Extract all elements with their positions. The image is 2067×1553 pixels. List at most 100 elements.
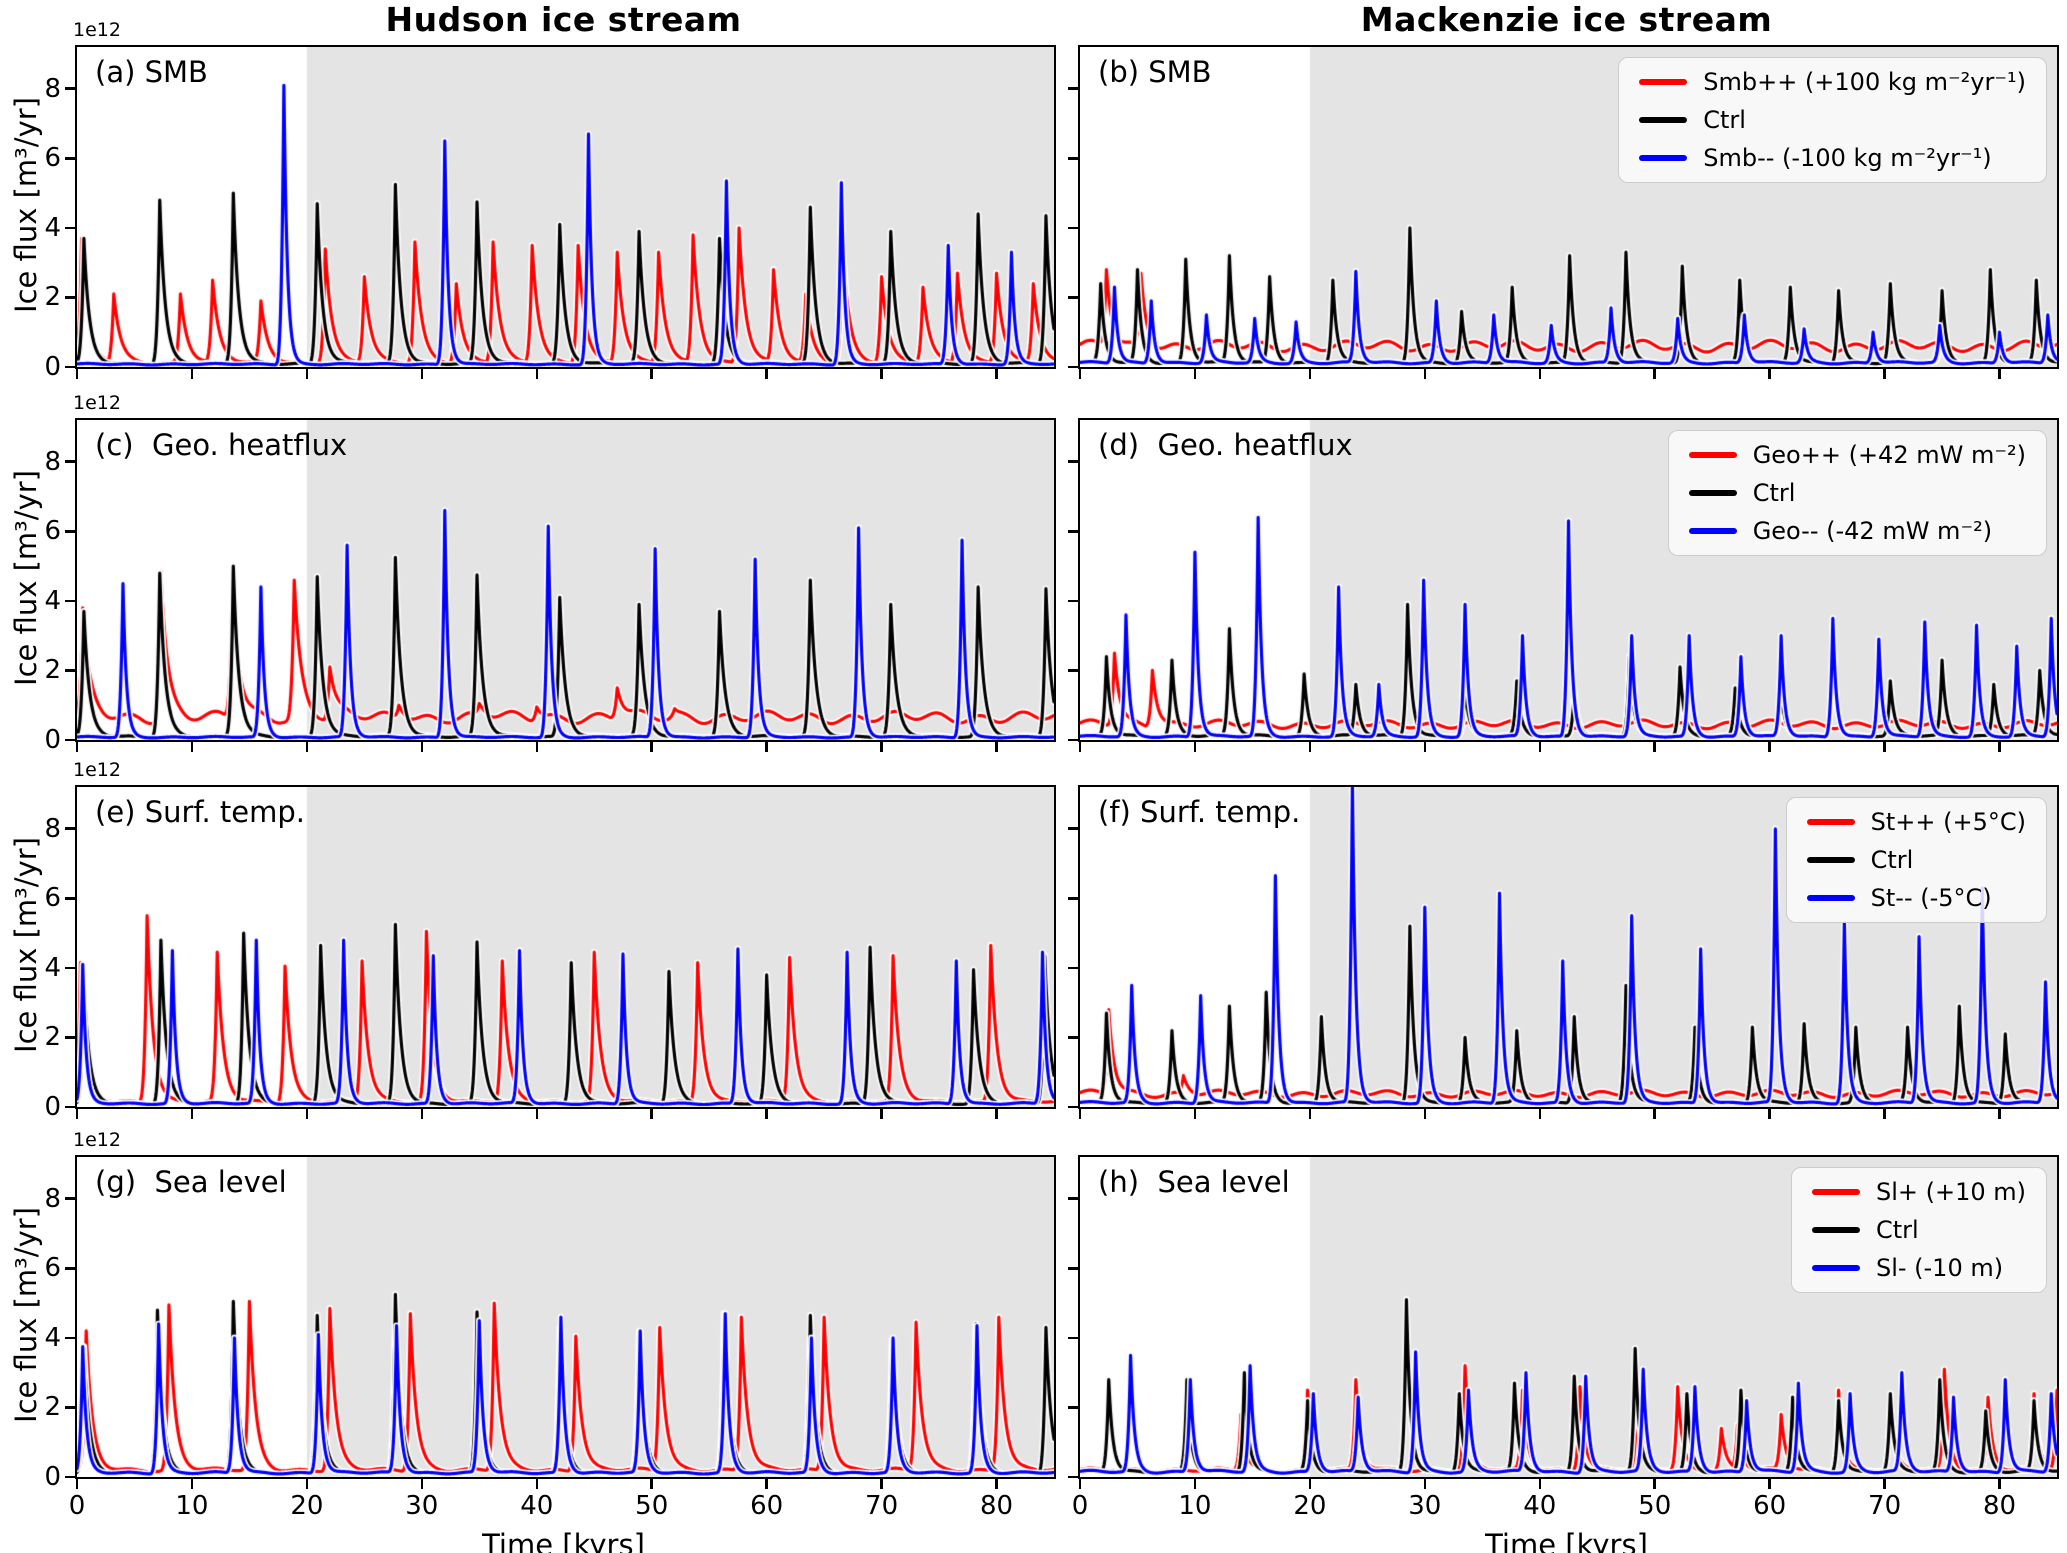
- y-tick-mark: [65, 738, 75, 742]
- column-title-mackenzie: Mackenzie ice stream: [1360, 0, 1773, 39]
- x-tick-mark: [535, 369, 538, 379]
- y-tick-mark: [1068, 1475, 1078, 1479]
- x-tick-label: 70: [1868, 1491, 1902, 1521]
- y-tick-label: 4: [44, 952, 61, 983]
- y-tick-label: 6: [44, 883, 61, 914]
- x-tick-mark: [650, 742, 653, 752]
- x-tick-label: 50: [635, 1491, 669, 1521]
- x-tick-mark: [1768, 1479, 1771, 1489]
- legend-label: Sl- (-10 m): [1875, 1254, 2004, 1282]
- y-tick-mark: [65, 460, 75, 463]
- panel-label-g: (g) Sea level: [95, 1165, 287, 1199]
- legend-label: Ctrl: [1752, 479, 1796, 507]
- legend-entry: St-- (-5°C): [1806, 884, 2026, 912]
- legend-label: Ctrl: [1870, 846, 1914, 874]
- panel-c-plot-canvas: [77, 420, 1054, 740]
- x-tick-label: 0: [1071, 1491, 1089, 1521]
- y-axis-label-text: Ice flux [m³/yr]: [9, 1207, 44, 1423]
- y-tick-label: 8: [44, 813, 61, 844]
- legend-swatch-black: [1811, 1227, 1860, 1233]
- y-tick-mark: [65, 669, 75, 672]
- x-tick-mark: [420, 1479, 424, 1489]
- x-tick-mark: [1193, 1479, 1197, 1489]
- x-tick-mark: [1193, 742, 1197, 752]
- x-tick-label: 10: [1178, 1491, 1212, 1521]
- legend-entry: Smb++ (+100 kg m⁻²yr⁻¹): [1639, 68, 2026, 96]
- x-tick-mark: [420, 742, 424, 752]
- x-tick-mark: [305, 369, 309, 379]
- y-axis-label-text: Ice flux [m³/yr]: [9, 837, 44, 1053]
- panel-b-smb-mackenzie: (b) SMB Smb++ (+100 kg m⁻²yr⁻¹) Ctrl Smb…: [1068, 45, 2059, 379]
- x-tick-mark: [305, 1109, 309, 1119]
- x-tick-mark: [190, 742, 194, 752]
- legend-smb: Smb++ (+100 kg m⁻²yr⁻¹) Ctrl Smb-- (-100…: [1618, 57, 2047, 183]
- y-tick-mark: [1068, 1036, 1078, 1039]
- y-tick-label: 8: [44, 1183, 61, 1214]
- x-tick-mark: [1308, 742, 1312, 752]
- legend-entry: Geo++ (+42 mW m⁻²): [1688, 441, 2026, 469]
- y-offset-text: 1e12: [73, 392, 121, 414]
- y-tick-label: 2: [44, 655, 61, 686]
- x-tick-mark: [535, 742, 538, 752]
- panel-label-h: (h) Sea level: [1098, 1165, 1290, 1199]
- y-tick-mark: [65, 226, 75, 230]
- legend-swatch-red: [1639, 79, 1688, 85]
- x-tick-mark: [75, 1109, 79, 1119]
- x-tick-mark: [880, 1109, 883, 1119]
- x-tick-mark: [1998, 369, 2001, 379]
- y-tick-mark: [1068, 460, 1078, 463]
- legend-entry: Sl+ (+10 m): [1811, 1178, 2026, 1206]
- x-tick-label: 30: [1408, 1491, 1442, 1521]
- x-tick-mark: [1538, 1479, 1541, 1489]
- y-tick-mark: [65, 87, 75, 90]
- y-tick-mark: [65, 530, 75, 533]
- y-tick-label: 0: [44, 1462, 61, 1492]
- y-tick-mark: [1068, 296, 1078, 299]
- legend-label: Ctrl: [1703, 106, 1746, 134]
- legend-sea-level: Sl+ (+10 m) Ctrl Sl- (-10 m): [1790, 1167, 2047, 1293]
- y-tick-label: 8: [44, 73, 61, 104]
- x-tick-mark: [880, 369, 883, 379]
- x-tick-mark: [765, 369, 768, 379]
- x-tick-label: 20: [1293, 1491, 1327, 1521]
- y-tick-mark: [1068, 1197, 1078, 1200]
- x-tick-mark: [1883, 1479, 1886, 1489]
- legend-entry: Geo-- (-42 mW m⁻²): [1688, 517, 2026, 545]
- x-tick-mark: [765, 1109, 768, 1119]
- x-tick-mark: [1883, 369, 1886, 379]
- x-tick-mark: [1883, 1109, 1886, 1119]
- x-tick-mark: [1883, 742, 1886, 752]
- x-tick-label: 70: [865, 1491, 899, 1521]
- y-tick-mark: [65, 897, 75, 900]
- x-tick-label: 60: [750, 1491, 784, 1521]
- y-tick-mark: [65, 1336, 75, 1340]
- legend-entry: Smb-- (-100 kg m⁻²yr⁻¹): [1639, 144, 2026, 172]
- y-tick-mark: [1068, 1267, 1078, 1270]
- x-tick-label: 30: [405, 1491, 439, 1521]
- y-tick-mark: [1068, 530, 1078, 533]
- x-tick-mark: [1998, 1479, 2001, 1489]
- legend-label: Geo-- (-42 mW m⁻²): [1752, 517, 1993, 545]
- x-axis-label-mackenzie: Time [kyrs]: [1485, 1528, 1648, 1553]
- y-tick-mark: [1068, 157, 1078, 160]
- legend-swatch-red: [1688, 452, 1737, 458]
- panel-a-plot-canvas: [77, 47, 1054, 367]
- x-axis-label-hudson: Time [kyrs]: [482, 1528, 645, 1553]
- x-tick-mark: [1538, 369, 1541, 379]
- x-tick-mark: [75, 742, 79, 752]
- legend-swatch-black: [1688, 490, 1737, 496]
- x-tick-mark: [880, 742, 883, 752]
- x-tick-mark: [1078, 1479, 1082, 1489]
- panel-e-surf-temp-hudson: 1e12 (e) Surf. temp. 0 2 4 6 8: [44, 759, 1056, 1122]
- y-tick-label: 0: [44, 1092, 61, 1122]
- y-tick-mark: [65, 157, 75, 160]
- panel-label-a: (a) SMB: [95, 55, 208, 89]
- y-tick-mark: [1068, 827, 1078, 830]
- y-tick-mark: [65, 1197, 75, 1200]
- x-tick-mark: [1193, 1109, 1197, 1119]
- x-tick-mark: [1653, 1479, 1656, 1489]
- panel-label-e: (e) Surf. temp.: [95, 795, 306, 829]
- x-tick-mark: [1768, 1109, 1771, 1119]
- legend-swatch-red: [1806, 819, 1855, 825]
- y-tick-label: 4: [44, 585, 61, 616]
